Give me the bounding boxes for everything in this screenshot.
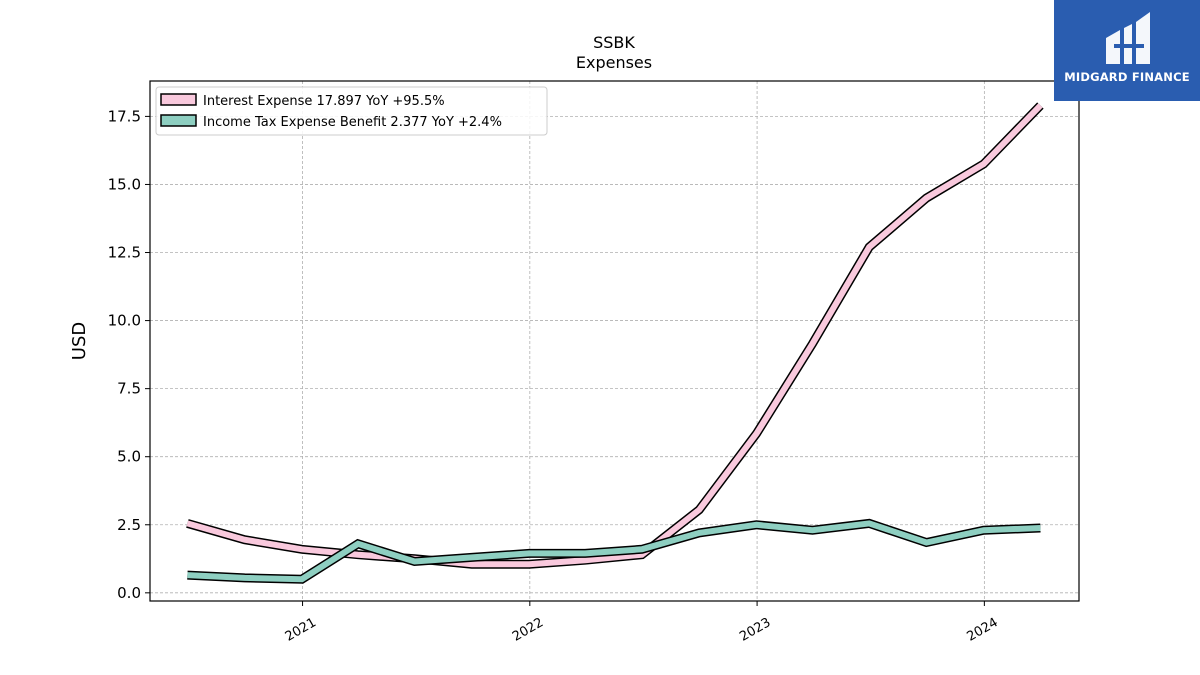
chart-subtitle: Expenses <box>576 53 652 72</box>
legend-label-income-tax-expense-benefit: Income Tax Expense Benefit 2.377 YoY +2.… <box>203 115 502 130</box>
y-tick-label: 2.5 <box>117 516 141 534</box>
y-tick-label: 10.0 <box>108 312 141 330</box>
chart-title: SSBK <box>593 33 635 52</box>
x-tick-label: 2021 <box>283 615 319 645</box>
legend-frame <box>155 86 548 136</box>
series-line-interest-expense <box>186 103 1043 568</box>
y-tick-label: 5.0 <box>117 448 141 466</box>
y-axis-ticks: 0.0 2.5 5.0 7.5 10.0 12.5 15.0 17.5 <box>108 107 150 602</box>
logo-mark-icon <box>1106 12 1150 64</box>
legend: Interest Expense 17.897 YoY +95.5% Incom… <box>155 86 548 136</box>
y-tick-label: 0.0 <box>117 584 141 602</box>
logo: MIDGARD FINANCE <box>1054 0 1200 101</box>
series-line-income-tax-expense-benefit <box>187 520 1041 583</box>
series-layer <box>186 102 1044 584</box>
x-tick-label: 2022 <box>510 615 546 645</box>
x-axis-ticks: 2021 2022 2023 2024 <box>283 601 1001 645</box>
logo-text: MIDGARD FINANCE <box>1064 70 1190 84</box>
grid-lines <box>150 81 1079 601</box>
legend-swatch-income-tax-expense-benefit <box>160 114 197 127</box>
x-tick-label: 2023 <box>737 615 773 645</box>
x-tick-label: 2024 <box>965 615 1001 645</box>
y-tick-label: 17.5 <box>108 107 141 125</box>
legend-label-interest-expense: Interest Expense 17.897 YoY +95.5% <box>203 94 445 109</box>
y-tick-label: 15.0 <box>108 175 141 193</box>
y-tick-label: 12.5 <box>108 244 141 262</box>
y-tick-label: 7.5 <box>117 380 141 398</box>
y-axis-label: USD <box>69 322 90 360</box>
legend-swatch-interest-expense <box>160 93 197 106</box>
series-outline-interest-expense <box>186 102 1044 569</box>
plot-frame <box>149 80 1080 602</box>
